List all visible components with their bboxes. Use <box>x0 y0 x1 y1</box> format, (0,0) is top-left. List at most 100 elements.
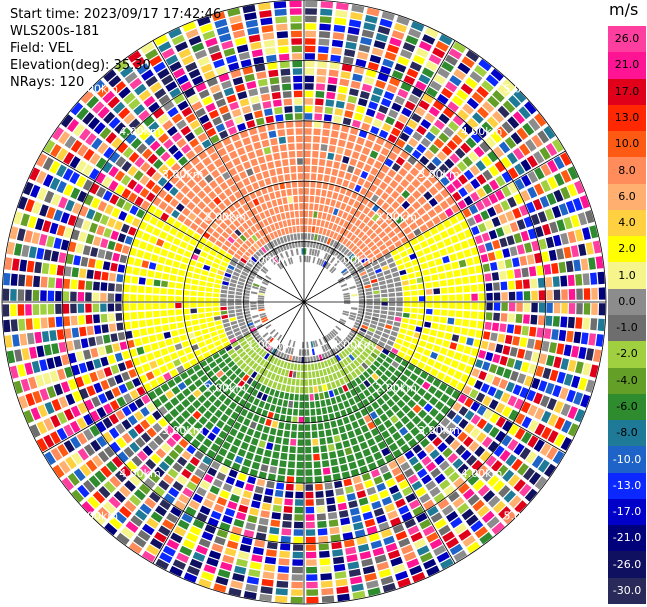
range-gate <box>439 248 448 257</box>
range-gate <box>329 176 337 184</box>
range-gate <box>317 423 324 430</box>
range-gate <box>197 256 206 264</box>
range-gate <box>507 167 519 180</box>
range-gate <box>158 201 168 211</box>
range-gate <box>375 33 388 43</box>
range-gate <box>461 123 474 135</box>
range-gate <box>407 474 419 485</box>
range-gate <box>479 450 491 462</box>
range-gate <box>259 384 266 393</box>
range-gate <box>330 257 336 264</box>
range-gate <box>328 413 335 421</box>
range-gate <box>28 246 37 259</box>
range-gate <box>178 328 186 335</box>
range-gate <box>243 289 251 294</box>
range-gate <box>238 225 246 233</box>
range-gate <box>320 235 325 243</box>
range-gate <box>78 362 88 374</box>
range-gate <box>122 303 130 311</box>
range-gate <box>328 183 335 191</box>
range-gate <box>289 8 302 15</box>
range-gate <box>199 318 207 324</box>
range-gate <box>156 333 164 341</box>
range-gate <box>109 475 122 488</box>
range-gate <box>149 379 159 389</box>
range-gate <box>356 536 368 545</box>
range-gate <box>91 396 101 408</box>
range-gate <box>514 325 522 335</box>
range-gate <box>158 340 166 349</box>
range-gate <box>208 201 217 210</box>
range-gate <box>145 224 155 234</box>
range-gate <box>415 271 423 278</box>
range-gate <box>365 312 372 316</box>
range-gate <box>279 550 290 558</box>
range-gate <box>100 465 112 478</box>
range-gate <box>209 485 220 495</box>
range-gate <box>253 398 260 406</box>
range-gate <box>378 105 389 115</box>
range-gate <box>177 349 185 357</box>
range-gate <box>409 167 420 177</box>
range-gate <box>492 239 501 250</box>
start-time-text: Start time: 2023/09/17 17:42:46 <box>10 7 222 22</box>
range-gate <box>388 302 396 306</box>
range-gate <box>240 154 249 163</box>
range-gate <box>181 450 192 461</box>
range-gate <box>298 431 304 439</box>
range-gate <box>181 513 193 524</box>
range-gate <box>453 269 461 277</box>
range-gate <box>501 406 512 418</box>
range-gate <box>229 223 237 231</box>
range-gate <box>205 102 216 113</box>
range-gate <box>373 298 381 302</box>
range-gate <box>433 361 442 370</box>
range-gate <box>372 213 380 222</box>
range-gate <box>183 314 191 321</box>
range-gate <box>160 248 169 257</box>
range-gate <box>320 144 328 152</box>
range-gate <box>339 360 346 368</box>
range-gate <box>228 469 238 478</box>
range-gate <box>32 390 43 404</box>
range-gate <box>416 545 430 556</box>
range-gate <box>223 397 232 406</box>
range-gate <box>305 30 316 38</box>
range-gate <box>175 180 185 190</box>
range-gate <box>357 418 366 427</box>
range-gate <box>219 465 230 475</box>
range-gate <box>487 440 499 453</box>
azimuth-spoke <box>42 301 305 454</box>
range-gate <box>123 112 136 125</box>
range-gate <box>534 407 545 420</box>
range-gate <box>229 533 241 543</box>
range-gate <box>230 232 239 240</box>
range-gate <box>314 393 320 401</box>
range-gate <box>256 356 263 364</box>
range-gate <box>553 356 562 369</box>
range-gate <box>423 403 433 413</box>
range-gate <box>199 114 210 125</box>
range-gate <box>286 362 291 370</box>
range-gate <box>112 343 121 352</box>
range-gate <box>273 206 280 214</box>
range-gate <box>278 221 284 229</box>
range-gate <box>297 439 304 446</box>
range-gate <box>116 274 124 283</box>
azimuth-spoke <box>303 301 456 564</box>
range-gate <box>597 318 605 332</box>
range-gate <box>176 168 186 178</box>
range-gate <box>234 115 244 125</box>
range-gate <box>253 243 260 250</box>
range-gate <box>187 394 196 403</box>
range-gate <box>411 212 420 221</box>
range-gate <box>172 462 183 473</box>
range-gate <box>280 543 291 551</box>
range-gate <box>404 261 412 268</box>
range-gate <box>507 439 519 451</box>
range-gate <box>222 441 231 450</box>
range-gate <box>202 498 214 509</box>
range-gate <box>247 515 258 524</box>
range-gate <box>21 244 30 258</box>
range-gate <box>491 376 501 387</box>
